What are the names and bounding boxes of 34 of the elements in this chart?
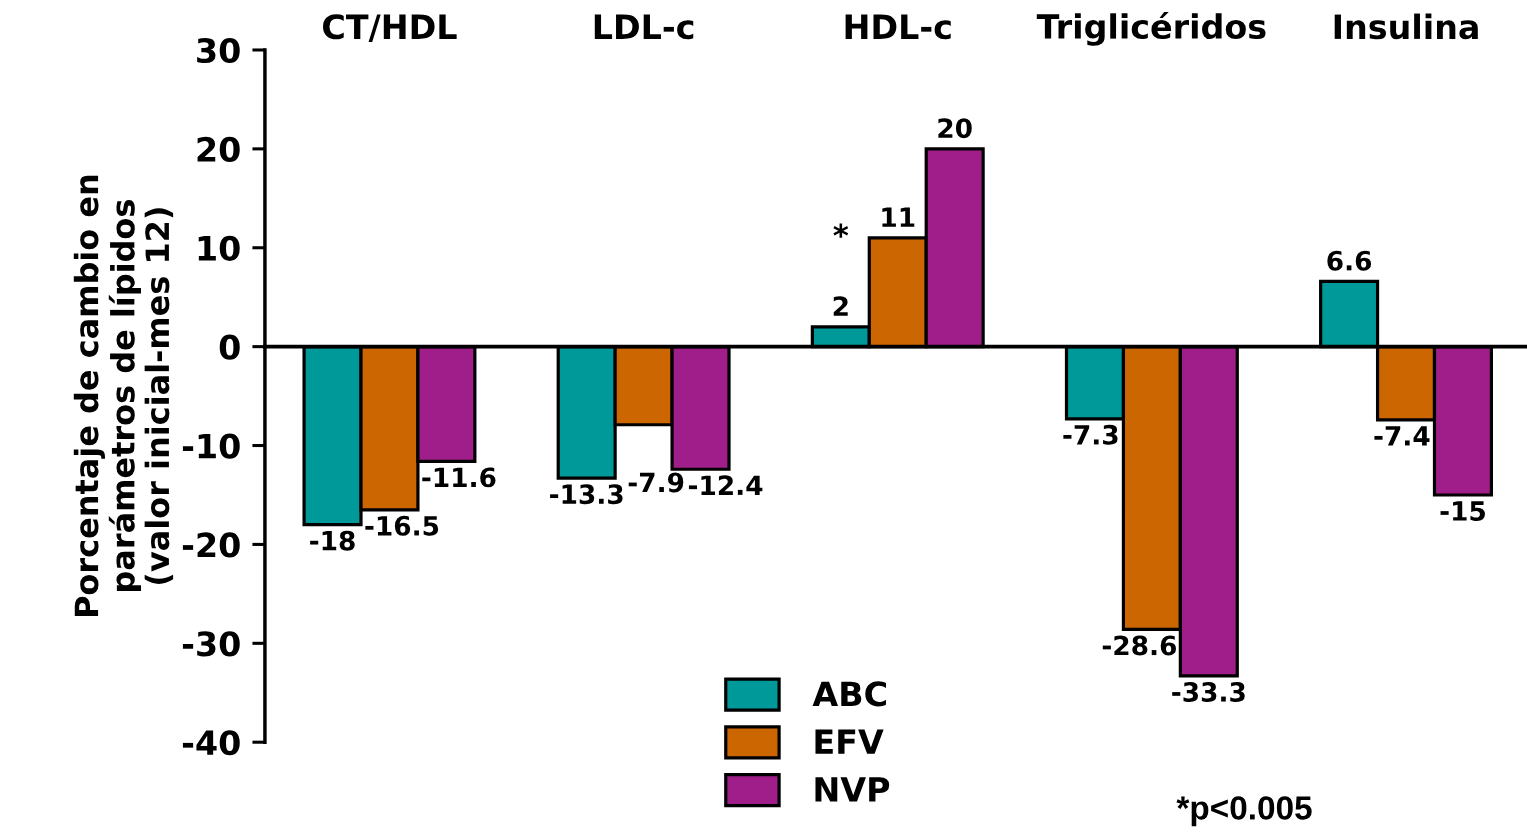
y-tick-label: 10 bbox=[198, 235, 240, 261]
y-tick-label: 20 bbox=[197, 136, 240, 163]
x-tick-label: HDL-c bbox=[845, 14, 951, 40]
data-label: -33.3 bbox=[1172, 681, 1245, 702]
x-tick-label: CT/HDL bbox=[323, 14, 457, 42]
data-label: -12.4 bbox=[688, 475, 763, 495]
data-label: -7.9 bbox=[628, 472, 684, 493]
data-label: -13.3 bbox=[550, 484, 623, 505]
text: *p<0.005 bbox=[1176, 796, 1312, 827]
data-label: -28.6 bbox=[1102, 635, 1176, 656]
data-label: 2 bbox=[833, 296, 848, 316]
data-label: -7.4 bbox=[1374, 426, 1430, 446]
data-label: 6.6 bbox=[1327, 250, 1372, 271]
data-label: -11.6 bbox=[422, 467, 496, 488]
legend-label: ABC bbox=[812, 681, 886, 707]
y-tick-label: -20 bbox=[182, 532, 240, 558]
y-tick-label: -10 bbox=[182, 433, 240, 459]
y-tick-label: -40 bbox=[182, 730, 240, 756]
y-tick-label: 0 bbox=[219, 334, 240, 360]
data-label: -7.3 bbox=[1063, 424, 1118, 445]
data-label: -18 bbox=[310, 530, 355, 551]
x-tick-label: Insulina bbox=[1334, 13, 1478, 40]
data-label: -16.5 bbox=[365, 515, 439, 536]
annotation: * bbox=[833, 223, 849, 238]
data-label: 11 bbox=[882, 207, 915, 227]
y-axis-title: Porcentaje de cambio en parámetros de lípidos (valor inicial-mes 12) bbox=[73, 175, 174, 617]
y-tick-label: -30 bbox=[182, 631, 240, 657]
data-label: 20 bbox=[938, 118, 972, 139]
y-tick-label: 30 bbox=[197, 37, 240, 64]
x-tick-label: LDL-c bbox=[594, 14, 694, 40]
legend-label: EFV bbox=[815, 729, 884, 754]
data-label: -15 bbox=[1440, 501, 1485, 521]
x-tick-label: Triglicéridos bbox=[1036, 11, 1266, 46]
legend-label: NVP bbox=[815, 777, 890, 802]
